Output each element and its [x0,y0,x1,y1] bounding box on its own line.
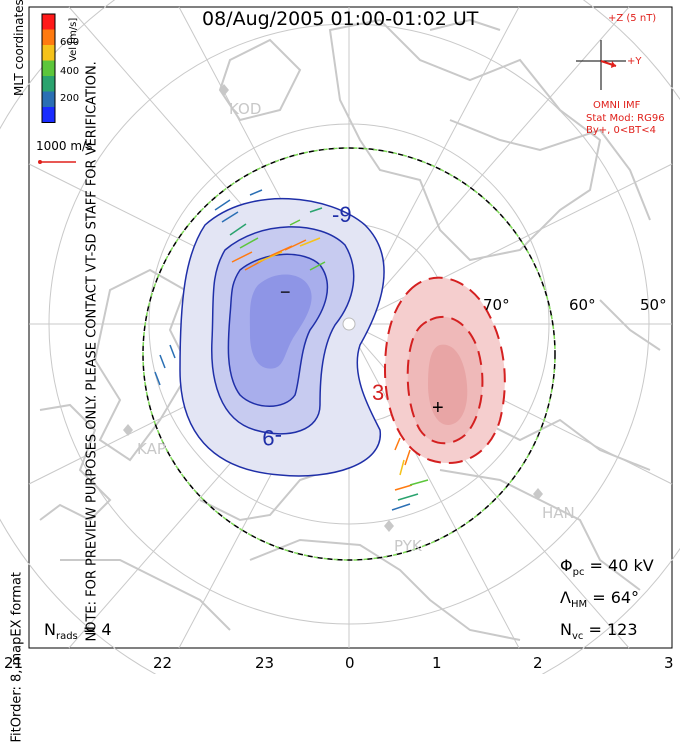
color-bar-outline [41,13,56,123]
positive-cell-marker: + [432,397,444,419]
phi-pc-symbol: Φ [560,556,573,575]
plot-border [28,6,673,649]
imf-y-label: +Y [627,56,642,67]
color-bar-segment [42,45,55,61]
radar-site-pyk: PYK [394,537,422,555]
color-bar-tick-600: 600 [60,37,80,48]
color-bar-tick-200: 200 [60,93,80,104]
latitude-label-50: 50° [640,296,667,314]
color-bar-segment [42,76,55,92]
n-rads-stat: Nrads = 4 [44,620,112,642]
negative-potential-cell [179,198,385,477]
mlt-tick-23: 23 [255,654,275,672]
hm-boundary-green [142,147,556,561]
color-bar-segment [42,14,55,30]
radar-site-kod: KOD [229,100,262,118]
radar-marker-kod [219,84,229,96]
lambda-hm-value: = 64° [592,588,640,607]
convection-map: -9 -9 − 3 + [0,0,680,725]
pole-marker [342,317,356,331]
map-title: 08/Aug/2005 01:00-01:02 UT [202,8,479,30]
n-vc-stat: Nvc = 123 [560,620,638,642]
reference-vector-label: 1000 m/s [36,139,93,153]
mlt-tick-21: 21 [4,654,24,672]
mlt-tick-1: 1 [432,654,442,672]
imf-clock-dial [576,40,626,90]
phi-pc-subscript: pc [572,567,585,578]
color-bar-segment [42,91,55,108]
mlt-tick-22: 22 [153,654,173,672]
phi-pc-stat: Φpc = 40 kV [560,556,654,578]
lambda-hm-subscript: HM [570,599,588,610]
fit-order-info: FitOrder: 8, mapEX format [9,571,25,743]
reference-vector-dot [38,160,42,164]
latitude-label-60: 60° [569,296,596,314]
radar-marker-kap [123,424,133,436]
imf-source: OMNI IMF [593,100,641,111]
mlt-tick-2: 2 [533,654,543,672]
color-bar-segment [42,29,55,46]
radar-site-kap: KAP [137,440,166,458]
n-rads-symbol: N [44,620,56,639]
imf-z-label: +Z (5 nT) [608,13,657,24]
n-vc-subscript: vc [571,631,584,642]
coordinates-label: MLT coordinates [12,0,26,96]
color-bar-segment [42,107,55,123]
negative-contour-label: -9 [332,202,352,227]
radar-site-han: HAN [542,504,575,522]
n-rads-value: = 4 [82,620,112,639]
radar-marker-pyk [384,520,394,532]
velocity-vectors [154,189,429,511]
phi-pc-value: = 40 kV [589,556,654,575]
latitude-label-70: 70° [483,296,510,314]
positive-contour-label: 3 [372,380,384,405]
preview-note: NOTE: FOR PREVIEW PURPOSES ONLY. PLEASE … [84,61,100,642]
negative-contour-label-lower: -9 [262,425,282,450]
n-vc-symbol: N [560,620,572,639]
radar-marker-han [533,488,543,500]
n-rads-subscript: rads [55,631,78,642]
lambda-hm-stat: ΛHM = 64° [560,588,639,610]
hm-boundary-black [142,147,556,561]
color-bar-segment [42,60,55,77]
mlt-tick-3: 3 [664,654,674,672]
radar-site-markers [123,84,543,532]
stat-model: Stat Mod: RG96 [586,113,665,124]
color-bar-tick-400: 400 [60,66,80,77]
negative-cell-marker: − [280,282,291,302]
imf-condition: By+, 0<BT<4 [586,125,656,136]
mlt-tick-0: 0 [345,654,355,672]
lambda-hm-symbol: Λ [560,588,571,607]
n-vc-value: = 123 [588,620,638,639]
velocity-color-bar [41,13,56,123]
positive-potential-cell [383,276,506,465]
